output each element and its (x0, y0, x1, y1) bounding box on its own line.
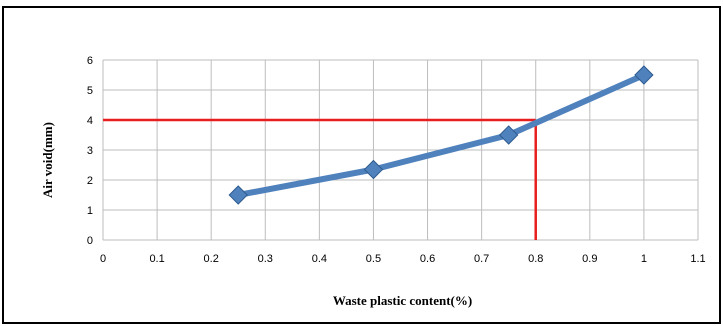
y-tick-label: 5 (87, 85, 93, 97)
x-tick-label: 0 (100, 253, 106, 265)
x-tick-label: 1.1 (690, 253, 705, 265)
y-tick-label: 3 (87, 145, 93, 157)
x-tick-label: 0.6 (420, 253, 435, 265)
x-tick-label: 0.4 (312, 253, 327, 265)
x-axis-title: Waste plastic content(%) (333, 293, 472, 308)
gridlines (102, 59, 699, 241)
series (228, 65, 654, 205)
y-tick-label: 0 (87, 235, 93, 247)
data-point-marker (228, 185, 248, 205)
y-tick-label: 1 (87, 205, 93, 217)
reference-lines (103, 118, 537, 240)
x-tick-label: 0.1 (149, 253, 164, 265)
x-tick-label: 0.5 (366, 253, 381, 265)
chart-frame: 0 0.1 0.2 0.3 0.4 0.5 0.6 0.7 0.8 0.9 1 1.1 0 1 2 3 4 5 6 … (2, 6, 721, 324)
x-tick-label: 0.9 (582, 253, 597, 265)
y-tick-label: 2 (87, 175, 93, 187)
x-tick-label: 0.7 (474, 253, 489, 265)
x-tick-label: 1 (641, 253, 647, 265)
y-tick-label: 4 (87, 115, 93, 127)
y-axis-title: Air void(mm) (40, 122, 55, 198)
x-tick-label: 0.3 (258, 253, 273, 265)
x-tick-label: 0.8 (528, 253, 543, 265)
data-point-marker (363, 159, 384, 180)
chart: 0 0.1 0.2 0.3 0.4 0.5 0.6 0.7 0.8 0.9 1 1.10123456 … (40, 55, 706, 308)
x-tick-label: 0.2 (204, 253, 219, 265)
data-point-marker (498, 125, 519, 145)
series-line (235, 72, 647, 198)
data-point-marker (634, 65, 654, 85)
tick-labels: 0 0.1 0.2 0.3 0.4 0.5 0.6 0.7 0.8 0.9 1 1.1 0 1 2 3 4 5 6 (87, 55, 706, 265)
y-tick-label: 6 (87, 55, 93, 67)
